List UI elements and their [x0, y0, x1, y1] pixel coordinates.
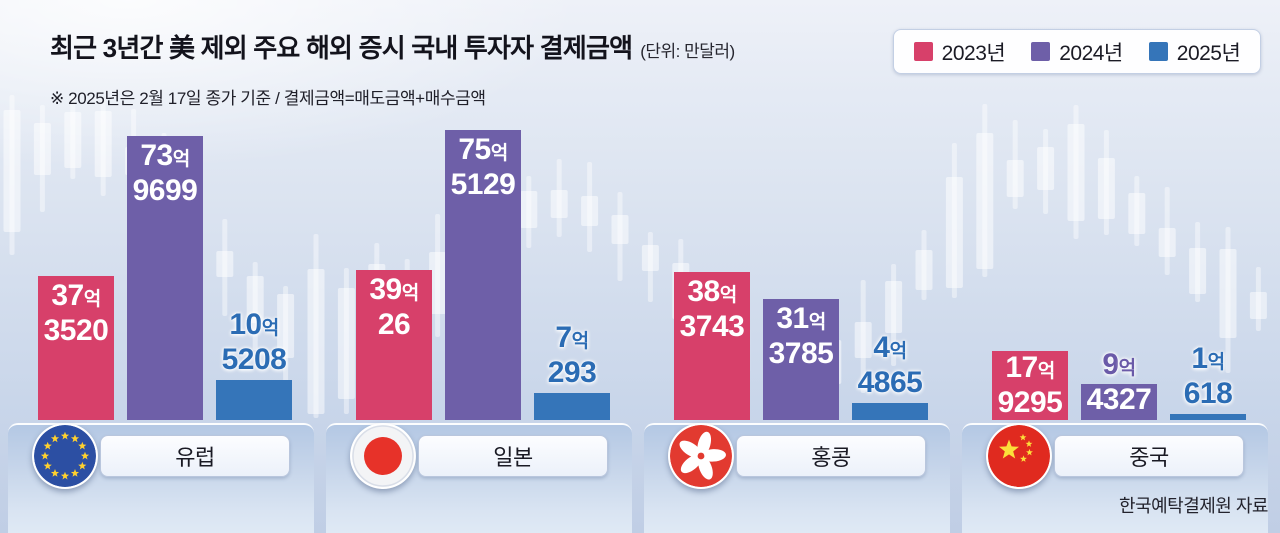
country-label-pill: 일본 [418, 435, 608, 477]
bar-2024-japan: 75억 5129 [445, 130, 521, 420]
bar-value-label: 4억 4865 [857, 331, 923, 399]
bar-value-label: 1억 618 [1183, 342, 1233, 410]
bar-2025-japan [534, 393, 610, 420]
legend-label-2024: 2024년 [1059, 41, 1123, 65]
floor-panel: 일본 [326, 423, 632, 533]
footnote: ※ 2025년은 2월 17일 종가 기준 / 결제금액=매도금액+매수금액 [50, 89, 486, 108]
legend: 2023년 2024년 2025년 [893, 29, 1261, 74]
country-label-pill: 홍콩 [736, 435, 926, 477]
legend-swatch-2023 [913, 42, 933, 61]
bar-value-label: 39억 26 [369, 273, 419, 341]
country-label-pill: 유럽 [100, 435, 290, 477]
china-flag-icon [986, 423, 1052, 489]
source-credit: 한국예탁결제원 자료 [1118, 496, 1269, 516]
bar-value-label: 17억 9295 [997, 351, 1063, 419]
bar-value-label: 75억 5129 [450, 133, 516, 201]
country-group-hongkong: 홍콩 38억 3743 31억 3785 4억 4865 [644, 0, 950, 533]
legend-label-2025: 2025년 [1176, 41, 1241, 65]
bar-value-label: 10억 5208 [221, 308, 287, 376]
bar-2024-china [1081, 384, 1157, 420]
header: 최근 3년간 美 제외 주요 해외 증시 국내 투자자 결제금액 (단위: 만달러… [50, 28, 735, 65]
bar-2025-eu [216, 380, 292, 420]
bar-value-label: 7억 293 [547, 321, 597, 389]
floor-panel: 홍콩 [644, 423, 950, 533]
bar-value-label: 73억 9699 [132, 139, 198, 207]
unit-label: (단위: 만달러) [640, 42, 735, 61]
bar-2023-japan: 39억 26 [356, 270, 432, 420]
bar-value-label: 31억 3785 [768, 302, 834, 370]
bar-2024-eu: 73억 9699 [127, 136, 203, 420]
hongkong-flag-icon [668, 423, 734, 489]
country-group-china: 중국 17억 9295 9억 4327 1억 618 [962, 0, 1268, 533]
legend-swatch-2024 [1031, 42, 1051, 61]
bar-value-label: 9억 4327 [1086, 348, 1152, 416]
legend-item-2023: 2023년 [913, 37, 1006, 67]
floor-panel: 중국 [962, 423, 1268, 533]
bar-2024-hongkong: 31억 3785 [763, 299, 839, 420]
bar-2023-eu: 37억 3520 [38, 276, 114, 420]
bar-2023-china: 17억 9295 [992, 351, 1068, 420]
country-group-japan: 일본 39억 26 75억 5129 7억 293 [326, 0, 632, 533]
eu-flag-icon [32, 423, 98, 489]
bar-value-label: 38억 3743 [679, 275, 745, 343]
page-title: 최근 3년간 美 제외 주요 해외 증시 국내 투자자 결제금액 (단위: 만달러… [50, 33, 735, 63]
floor-panel: 유럽 [8, 423, 314, 533]
bar-2023-hongkong: 38억 3743 [674, 272, 750, 420]
bar-2025-china [1170, 414, 1246, 420]
japan-flag-icon [350, 423, 416, 489]
legend-item-2024: 2024년 [1031, 37, 1123, 67]
legend-label-2023: 2023년 [941, 41, 1006, 65]
title-text: 최근 3년간 美 제외 주요 해외 증시 국내 투자자 결제금액 [50, 33, 633, 63]
country-group-eu: 유럽 37억 3520 73억 9699 10억 5208 [8, 0, 314, 533]
legend-swatch-2025 [1148, 42, 1168, 61]
country-label-pill: 중국 [1054, 435, 1244, 477]
bar-value-label: 37억 3520 [43, 279, 109, 347]
bar-2025-hongkong [852, 403, 928, 420]
legend-item-2025: 2025년 [1148, 37, 1241, 67]
